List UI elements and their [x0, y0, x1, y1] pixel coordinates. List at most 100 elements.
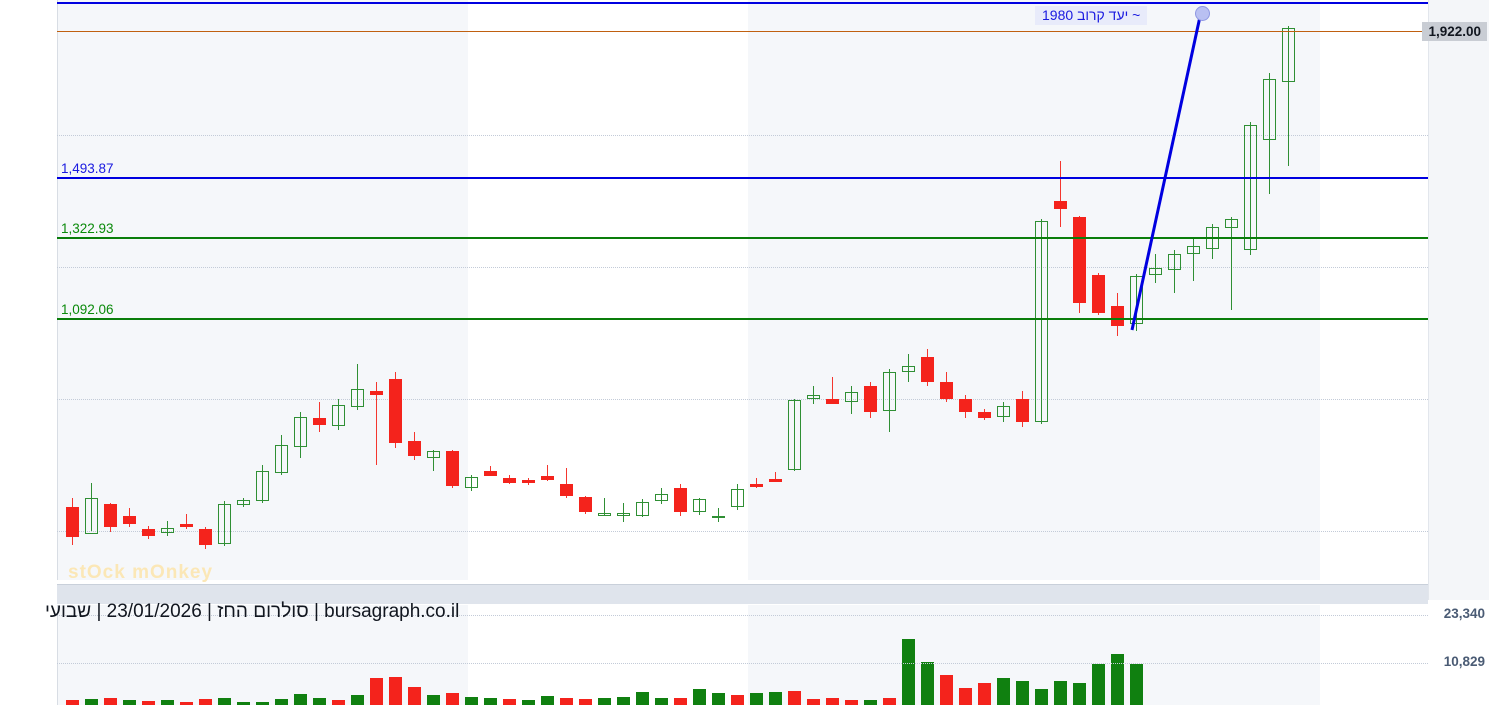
candlestick[interactable] [921, 349, 934, 386]
candlestick[interactable] [142, 525, 155, 539]
candlestick[interactable] [484, 466, 497, 477]
volume-bar[interactable] [484, 698, 497, 705]
candlestick[interactable] [807, 385, 820, 404]
target-annotation[interactable]: ~ יעד קרוב 1980 [1035, 6, 1148, 25]
candlestick[interactable] [465, 474, 478, 491]
candlestick[interactable] [845, 385, 858, 414]
candlestick[interactable] [1111, 293, 1124, 337]
candlestick[interactable] [180, 514, 193, 529]
volume-bar[interactable] [579, 699, 592, 705]
candlestick[interactable] [997, 402, 1010, 422]
volume-bar[interactable] [313, 698, 326, 705]
volume-bar[interactable] [351, 695, 364, 705]
candlestick[interactable] [237, 497, 250, 508]
volume-bar[interactable] [1073, 682, 1086, 705]
volume-bar[interactable] [959, 688, 972, 705]
volume-bar[interactable] [237, 701, 250, 705]
volume-bar[interactable] [66, 700, 79, 705]
candlestick[interactable] [1130, 273, 1143, 332]
candlestick[interactable] [1149, 253, 1162, 284]
volume-bar[interactable] [1092, 663, 1105, 705]
candlestick[interactable] [750, 477, 763, 488]
volume-bar[interactable] [503, 699, 516, 705]
candlestick[interactable] [579, 495, 592, 515]
volume-bar[interactable] [750, 693, 763, 705]
volume-bar[interactable] [85, 698, 98, 705]
candlestick[interactable] [674, 484, 687, 516]
volume-bar[interactable] [902, 638, 915, 705]
candlestick[interactable] [693, 497, 706, 515]
volume-bar[interactable] [123, 699, 136, 705]
candlestick[interactable] [275, 435, 288, 475]
candlestick[interactable] [1263, 72, 1276, 195]
candlestick[interactable] [313, 402, 326, 432]
candlestick[interactable] [522, 477, 535, 486]
volume-bar[interactable] [1111, 653, 1124, 705]
candlestick[interactable] [66, 497, 79, 546]
price-level-line[interactable] [57, 237, 1428, 239]
candlestick[interactable] [1035, 219, 1048, 425]
volume-bar[interactable] [180, 701, 193, 705]
volume-bar[interactable] [389, 676, 402, 705]
volume-bar[interactable] [161, 699, 174, 705]
volume-bar[interactable] [1130, 664, 1143, 705]
candlestick[interactable] [161, 520, 174, 536]
candlestick[interactable] [883, 369, 896, 432]
candlestick[interactable] [1282, 26, 1295, 167]
volume-bar[interactable] [408, 686, 421, 705]
volume-bar[interactable] [294, 693, 307, 705]
candlestick[interactable] [427, 449, 440, 472]
candlestick[interactable] [731, 484, 744, 511]
volume-bar[interactable] [598, 697, 611, 705]
volume-bar[interactable] [997, 678, 1010, 705]
candlestick[interactable] [978, 408, 991, 421]
candlestick[interactable] [864, 382, 877, 418]
candlestick[interactable] [503, 474, 516, 485]
volume-bar[interactable] [978, 683, 991, 705]
candlestick[interactable] [1206, 224, 1219, 259]
volume-bar[interactable] [522, 700, 535, 705]
volume-bar[interactable] [427, 695, 440, 705]
candlestick[interactable] [788, 398, 801, 472]
candlestick[interactable] [826, 377, 839, 404]
candlestick[interactable] [389, 372, 402, 449]
candlestick[interactable] [617, 502, 630, 523]
candlestick[interactable] [104, 502, 117, 533]
volume-bar[interactable] [446, 693, 459, 705]
candlestick[interactable] [560, 467, 573, 498]
candlestick[interactable] [1225, 216, 1238, 310]
candlestick[interactable] [1244, 121, 1257, 256]
candlestick[interactable] [199, 527, 212, 549]
candlestick[interactable] [256, 464, 269, 503]
volume-bar[interactable] [560, 698, 573, 705]
candlestick[interactable] [408, 431, 421, 460]
candlestick[interactable] [351, 364, 364, 411]
volume-bar[interactable] [218, 698, 231, 705]
volume-bar[interactable] [826, 698, 839, 705]
volume-bar[interactable] [655, 698, 668, 705]
candlestick[interactable] [598, 497, 611, 516]
volume-bar[interactable] [370, 677, 383, 705]
price-level-line[interactable] [57, 177, 1428, 179]
candlestick[interactable] [636, 499, 649, 518]
candlestick[interactable] [218, 500, 231, 547]
candlestick[interactable] [446, 449, 459, 488]
volume-bar[interactable] [617, 696, 630, 705]
volume-bar[interactable] [731, 695, 744, 705]
volume-bar[interactable] [693, 688, 706, 705]
candlestick[interactable] [1054, 161, 1067, 228]
volume-bar[interactable] [940, 675, 953, 705]
volume-bar[interactable] [332, 699, 345, 705]
candlestick[interactable] [370, 382, 383, 465]
candlestick[interactable] [940, 372, 953, 403]
volume-bar[interactable] [674, 697, 687, 705]
volume-bar[interactable] [465, 696, 478, 705]
volume-bar[interactable] [864, 700, 877, 705]
volume-bar[interactable] [769, 691, 782, 705]
volume-bar[interactable] [275, 699, 288, 705]
volume-bar[interactable] [199, 699, 212, 705]
candlestick[interactable] [902, 354, 915, 382]
price-level-line[interactable] [57, 2, 1428, 4]
volume-bar[interactable] [1035, 689, 1048, 705]
candlestick[interactable] [1073, 215, 1086, 314]
